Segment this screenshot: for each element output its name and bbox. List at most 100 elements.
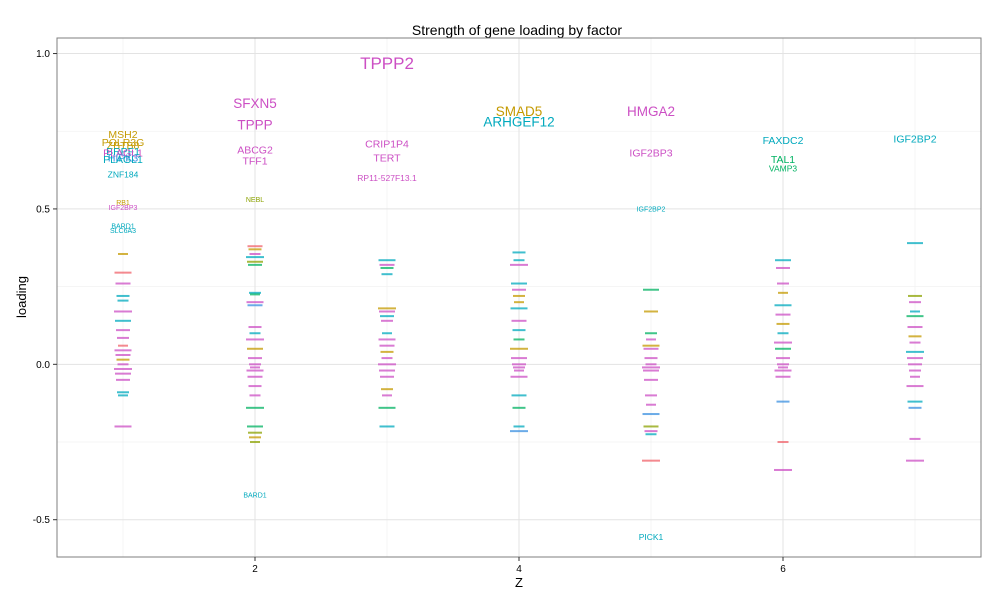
loading-point [510,375,528,378]
loading-point [774,468,792,471]
loading-point [512,406,526,409]
loading-point [646,338,656,341]
loading-point [379,425,395,428]
loading-point [246,338,264,341]
x-tick-label: 4 [516,564,522,575]
loading-point [115,319,131,322]
gene-label: IGF2BP3 [109,205,138,212]
loading-point [776,266,790,269]
y-tick-label: 0.5 [36,204,50,215]
gene-label: MSH2 [108,129,137,141]
loading-point [644,310,658,313]
loading-point [643,347,659,350]
gene-label: IGF2BP3 [629,148,672,160]
loading-point [379,263,395,266]
gene-label: HMGA2 [627,104,675,119]
loading-point [116,378,130,381]
loading-point [776,322,790,325]
gene-label: NEBL [246,197,264,204]
loading-point [249,394,261,397]
loading-point [381,273,393,276]
loading-point [378,363,396,366]
loading-point [117,363,129,366]
loading-point [378,406,396,409]
loading-point [381,388,393,391]
loading-point [247,304,263,307]
loading-point [246,301,264,304]
loading-point [907,400,923,403]
loading-point [117,299,129,302]
loading-point [248,326,262,329]
loading-point [380,350,394,353]
loading-point [777,332,789,335]
loading-point [246,256,264,259]
gene-label: TERT [373,152,401,164]
loading-point [380,266,394,269]
loading-point [514,301,524,304]
loading-point [380,375,394,378]
gene-label: PICK1 [639,532,664,542]
loading-point [380,315,394,318]
loading-point [775,259,791,262]
loading-point [906,315,924,318]
loading-point [249,332,261,335]
loading-point [378,259,396,262]
loading-point [382,332,392,335]
loading-point [776,357,790,360]
x-axis-title: Z [515,575,523,590]
loading-point [644,357,658,360]
y-axis-ticks: -0.5 0.0 0.5 1.0 [33,49,57,526]
gene-label: CRIP1P4 [365,138,409,150]
loading-point [512,329,526,332]
gene-label: SMAD5 [496,104,543,119]
loading-point [118,344,128,347]
loading-point [248,431,262,434]
loading-point [511,357,527,360]
loading-point [511,282,527,285]
loading-point [249,291,261,294]
loading-point [114,367,132,370]
gene-label: SFXN5 [233,96,277,111]
gene-label: BARD1 [243,492,266,499]
loading-point [249,252,261,255]
loading-point [512,288,526,291]
gene-label: POLR3G [102,137,145,149]
loading-point [512,251,526,254]
loading-point [381,357,393,360]
gene-label: BRPF1 [106,146,140,158]
loading-point [247,347,263,350]
loading-point [247,425,263,428]
loading-point [909,437,921,440]
gene-label: HIPK3 [108,152,139,164]
loading-point [118,252,128,255]
gene-label: RP11-527F13.1 [357,173,417,183]
x-tick-label: 2 [252,564,258,575]
loading-point [114,310,132,313]
loading-point [645,332,657,335]
loading-point [908,335,922,338]
loading-point [513,338,525,341]
loading-point [510,347,528,350]
loading-point [513,366,525,369]
loading-point [248,385,262,388]
gene-label: RB1 [116,200,130,207]
loading-point [513,294,525,297]
loading-point [774,341,792,344]
loading-point [116,358,130,361]
gene-label: TPPP [237,118,272,133]
loading-point [777,282,789,285]
loading-point [908,363,922,366]
loading-point [907,326,923,329]
loading-point [118,394,128,397]
gene-label: ARHGEF12 [483,115,554,130]
loading-point [114,349,132,352]
loading-point [645,394,657,397]
gene-label: IGF2BP2 [637,206,666,213]
loading-point [115,282,131,285]
gene-label: ZBTB8 [107,140,140,152]
loading-point [775,375,791,378]
loading-point [250,441,260,444]
gene-label: TAL1 [771,154,795,166]
loading-point [643,425,659,428]
